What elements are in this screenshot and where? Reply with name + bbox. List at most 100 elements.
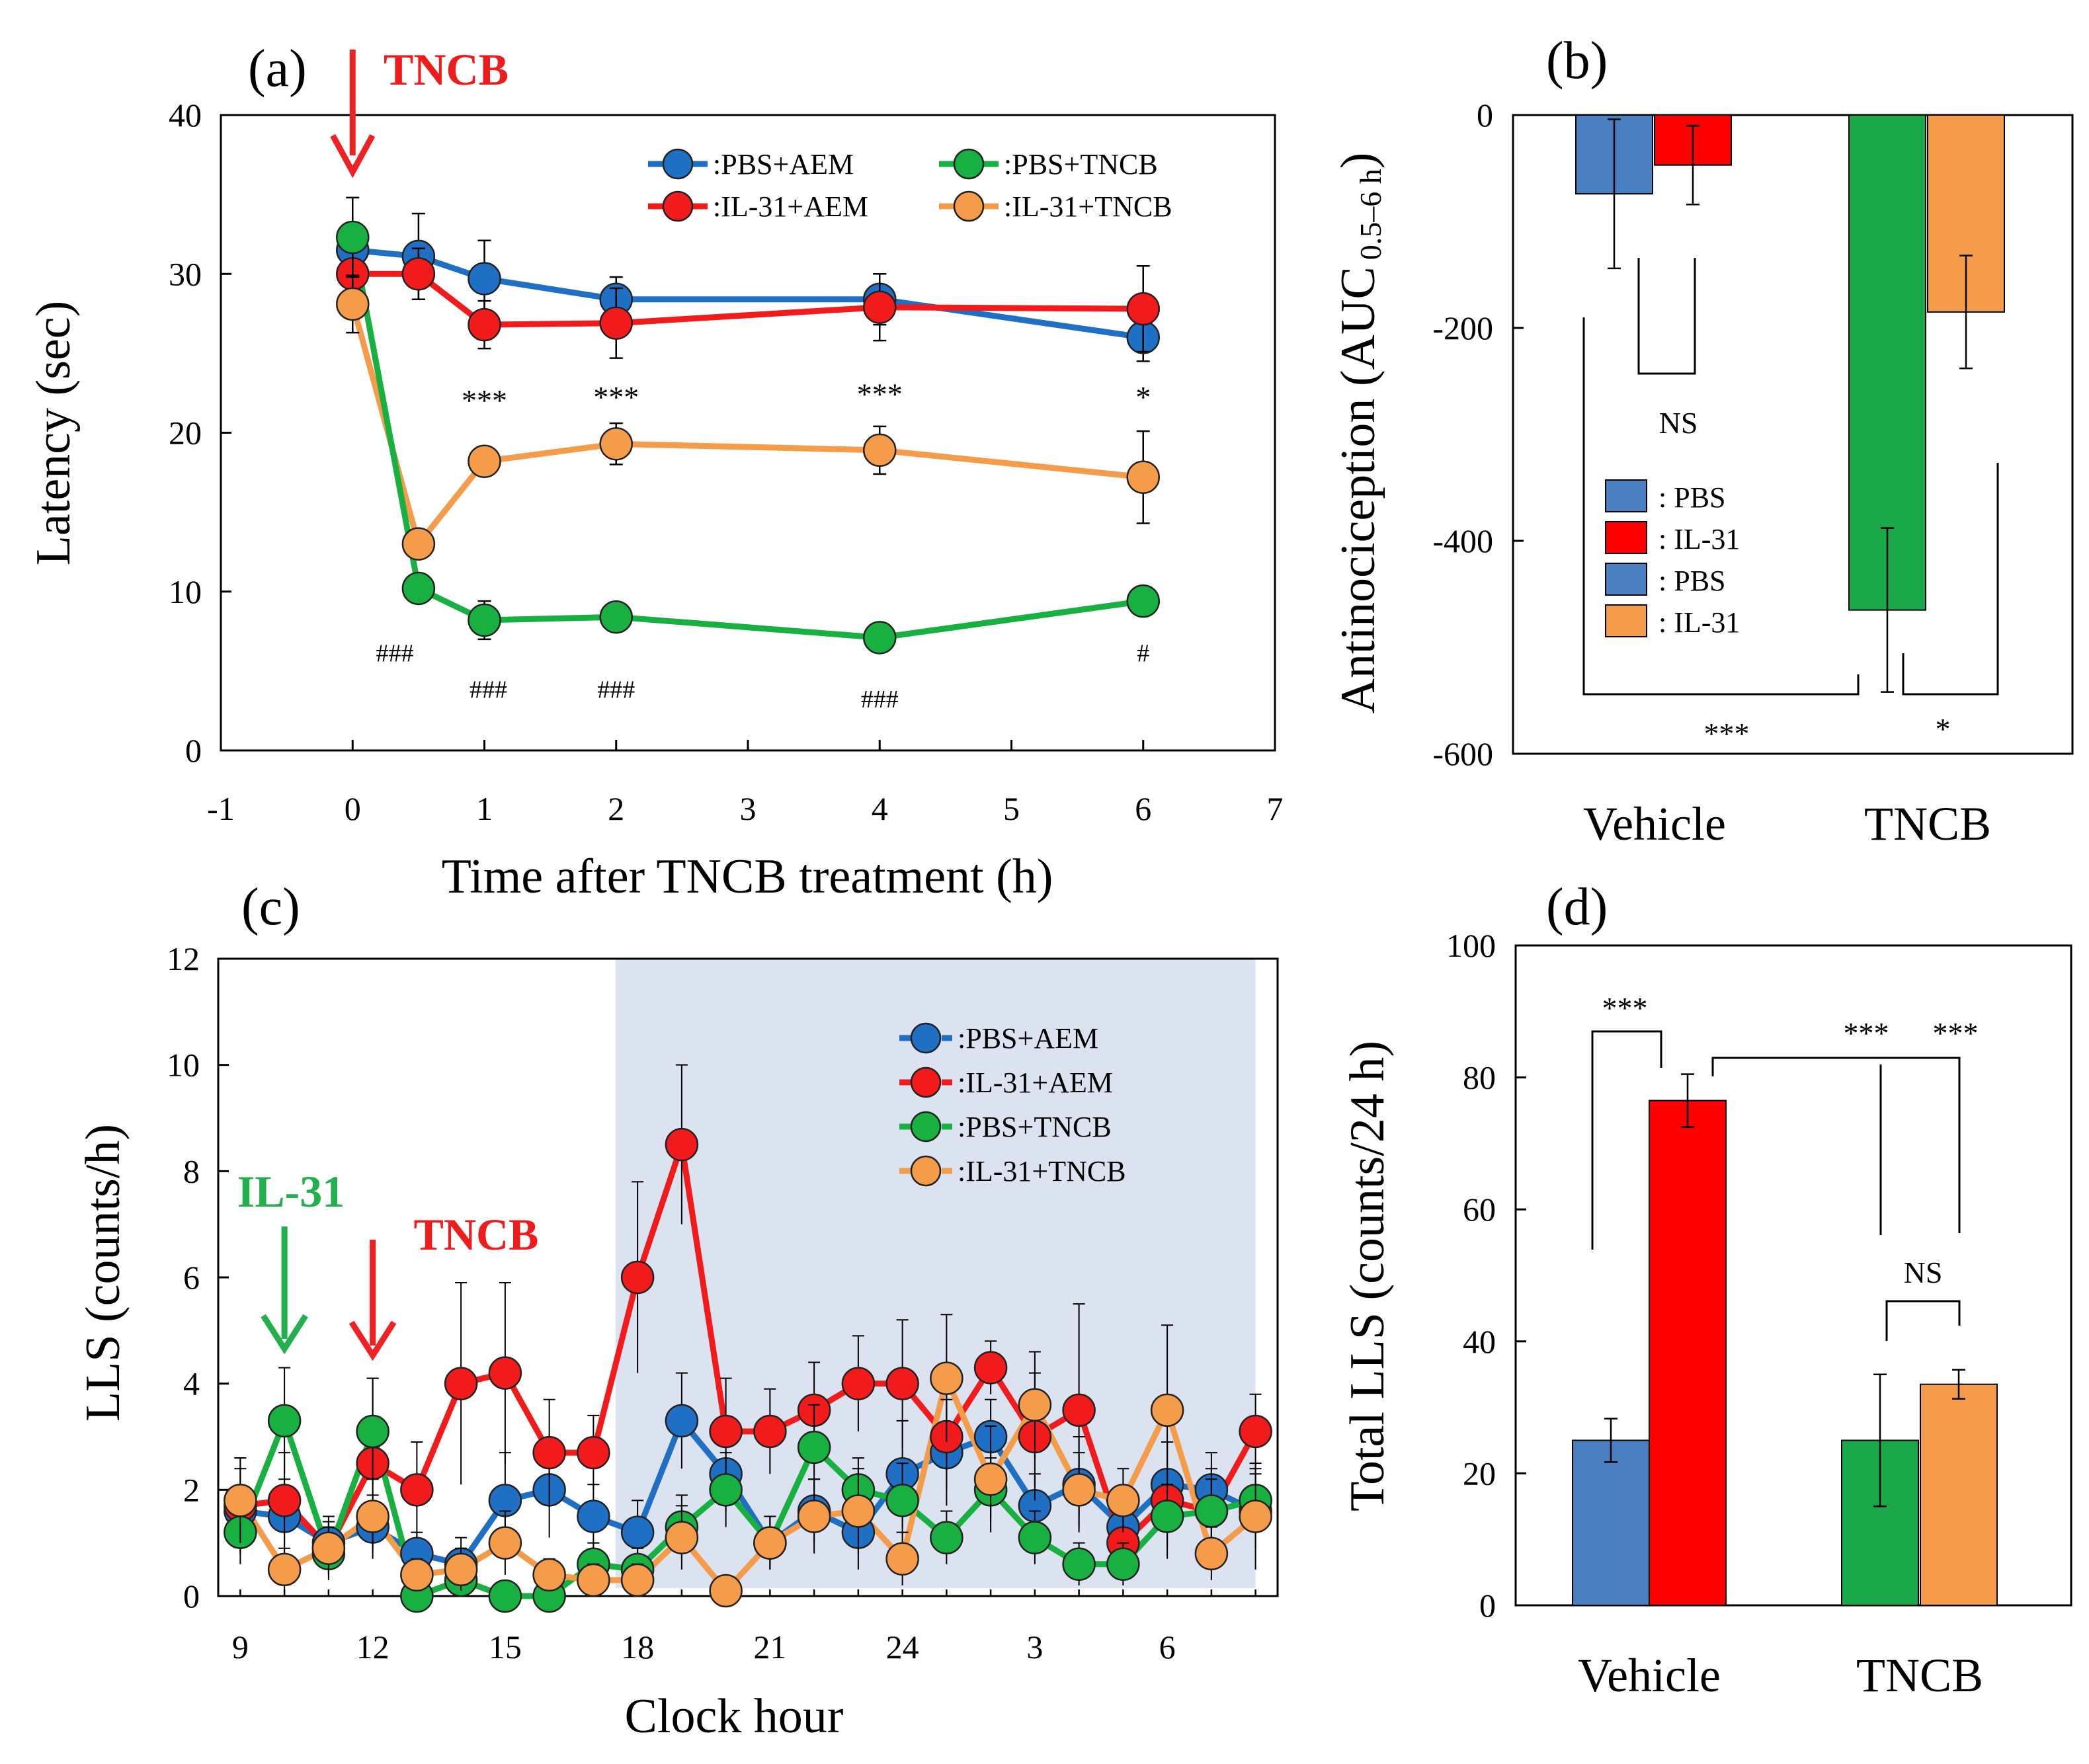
panel-a-series	[336, 196, 1160, 655]
panel-c-x-tick-label: 21	[753, 1628, 786, 1665]
panel-a-annotation: ###	[861, 686, 899, 713]
panel-c-y-tick-label: 2	[183, 1471, 200, 1508]
panel-a-y-ticks: 0 10 20 30 40	[169, 97, 231, 769]
panel-a-legend-label: :PBS+TNCB	[1004, 148, 1158, 180]
panel-b-legend-label: : IL-31	[1659, 606, 1740, 639]
panel-b-label: (b)	[1546, 32, 1608, 90]
panel-c-legend-marker	[910, 1111, 942, 1143]
panel-a-annotation: ###	[470, 676, 507, 704]
panel-c-point-IL-31+TNCB	[267, 1552, 302, 1587]
panel-a-annotation: ***	[593, 380, 639, 414]
panel-d-bars	[1572, 1073, 1998, 1606]
panel-d-bracket-ns	[1885, 1300, 1961, 1341]
panel-a-x-axis-title: Time after TNCB treatment (h)	[442, 850, 1053, 904]
panel-a-point-IL-31+AEM	[599, 306, 633, 340]
panel-c-point-IL-31+TNCB	[224, 1484, 257, 1517]
panel-b-y-tick-label: -200	[1432, 309, 1493, 346]
panel-b-legend-label: : PBS	[1659, 565, 1726, 597]
panel-a-legend-label: :IL-31+TNCB	[1004, 190, 1172, 223]
panel-c-point-IL-31+TNCB	[665, 1521, 699, 1554]
panel-d-categories: Vehicle TNCB	[1578, 1649, 1983, 1702]
panel-a-legend: :PBS+AEM :IL-31+AEM :PBS+TNCB :IL-31+TNCB	[648, 148, 1172, 223]
panel-c-point-IL-31+TNCB	[400, 1558, 434, 1592]
panel-d-sig-vehicle: ***	[1602, 991, 1648, 1025]
panel-a-annotation: #	[1137, 639, 1149, 667]
panel-d-y-tick-label: 20	[1463, 1455, 1496, 1492]
panel-c-point-IL-31+TNCB	[577, 1563, 610, 1597]
panel-c-point-IL-31+AEM	[267, 1484, 302, 1517]
panel-c-point-IL-31+AEM	[620, 1260, 655, 1295]
panel-b-category-label: TNCB	[1864, 797, 1991, 850]
panel-b-legend-label: : PBS	[1659, 481, 1726, 514]
panel-a-point-IL-31+TNCB	[1126, 460, 1160, 495]
panel-d-bar-PBS+AEM	[1572, 1439, 1650, 1606]
panel-b-significance	[1582, 258, 1999, 696]
panel-a-legend-marker	[662, 148, 694, 180]
panel-c-point-PBS+TNCB	[885, 1484, 919, 1517]
panel-a-x-tick-label: -1	[207, 790, 235, 827]
panel-b-bracket-tncb	[1902, 463, 1999, 696]
panel-c-y-tick-label: 8	[183, 1152, 200, 1189]
panel-c-point-IL-31+TNCB	[797, 1500, 831, 1533]
panel-c-point-PBS+TNCB	[1018, 1521, 1052, 1554]
panel-c-legend-label: :IL-31+TNCB	[958, 1155, 1126, 1187]
panel-c-point-IL-31+TNCB	[930, 1361, 963, 1395]
panel-c-x-tick-label: 3	[1026, 1628, 1043, 1665]
panel-d-bracket-vehicle	[1591, 1030, 1662, 1250]
panel-c-arrow-head-TNCB	[348, 1320, 397, 1361]
panel-b-bracket-vehicle-tncb	[1582, 317, 1860, 696]
panel-c-point-IL-31+AEM	[665, 1127, 699, 1162]
panel-c-point-IL-31+TNCB	[973, 1463, 1008, 1496]
panel-c-y-axis-title: LLS (counts/h)	[76, 1124, 130, 1422]
panel-a-annotation: *	[1135, 380, 1151, 414]
panel-b-legend-swatch	[1605, 563, 1647, 596]
panel-c-point-PBS+AEM	[665, 1404, 699, 1438]
panel-a-annotation: ***	[857, 377, 903, 411]
panel-a-x-tick-label: 5	[1003, 790, 1020, 827]
panel-a-legend-label: :PBS+AEM	[713, 148, 854, 180]
panel-b-y-axis-title-main: Antinociception (AUC	[1331, 266, 1385, 713]
panel-c-arrow-label-IL-31: IL-31	[237, 1166, 345, 1217]
panel-c-point-PBS+TNCB	[267, 1404, 302, 1438]
panel-c-point-PBS+TNCB	[1194, 1494, 1229, 1528]
panel-a-point-PBS+AEM	[468, 262, 501, 296]
panel-b-y-axis-title: Antinociception (AUC 0.5–6 h)	[1331, 153, 1387, 714]
panel-c-point-IL-31+TNCB	[753, 1526, 787, 1560]
panel-a-series-line-IL-31+TNCB	[349, 303, 1144, 547]
panel-b: (b) -600 -400 -200 0 Antinociception (AUC 0.…	[1331, 32, 2074, 850]
panel-c-x-tick-label: 15	[489, 1628, 522, 1665]
panel-c-point-PBS+TNCB	[797, 1430, 831, 1464]
panel-a-y-tick-label: 30	[169, 255, 202, 292]
panel-a-legend-label: :IL-31+AEM	[713, 190, 868, 223]
panel-c-point-IL-31+AEM	[885, 1367, 919, 1400]
panel-a-series-line-PBS+TNCB	[349, 237, 1144, 641]
panel-c-point-PBS+TNCB	[1062, 1547, 1096, 1582]
panel-a-legend-marker	[953, 190, 985, 222]
panel-a-point-IL-31+TNCB	[401, 527, 436, 561]
panel-b-legend-label: : IL-31	[1659, 523, 1740, 555]
panel-c-arrow-head-IL-31	[261, 1314, 308, 1355]
panel-c-y-ticks: 0 2 4 6 8 10 12	[167, 940, 229, 1615]
panel-a-label: (a)	[248, 40, 307, 98]
panel-c-point-PBS+TNCB	[488, 1579, 522, 1613]
panel-a-x-tick-label: 0	[345, 790, 361, 827]
panel-c-x-tick-label: 6	[1159, 1628, 1176, 1665]
panel-c-point-PBS+AEM	[577, 1500, 610, 1533]
panel-b-sig-vehicle-tncb: ***	[1704, 717, 1750, 750]
panel-c-point-IL-31+AEM	[753, 1414, 787, 1449]
panel-a-x-tick-label: 1	[476, 790, 493, 827]
panel-b-y-tick-label: 0	[1477, 97, 1493, 134]
panel-a-annotation: ***	[462, 383, 507, 417]
panel-b-legend-swatch	[1605, 521, 1647, 554]
panel-d-y-tick-label: 60	[1463, 1191, 1496, 1228]
panel-c-point-IL-31+AEM	[1239, 1414, 1272, 1449]
panel-b-y-axis-title-close: )	[1331, 153, 1385, 169]
panel-a-annotation: ###	[376, 639, 414, 667]
panel-c-point-PBS+TNCB	[1106, 1547, 1140, 1582]
panel-b-y-ticks: -600 -400 -200 0	[1432, 97, 1524, 772]
panel-a-point-IL-31+AEM	[401, 257, 436, 291]
panel-c-treatment-arrows: IL-31 TNCB	[237, 1166, 538, 1361]
panel-c-point-IL-31+TNCB	[620, 1563, 655, 1597]
